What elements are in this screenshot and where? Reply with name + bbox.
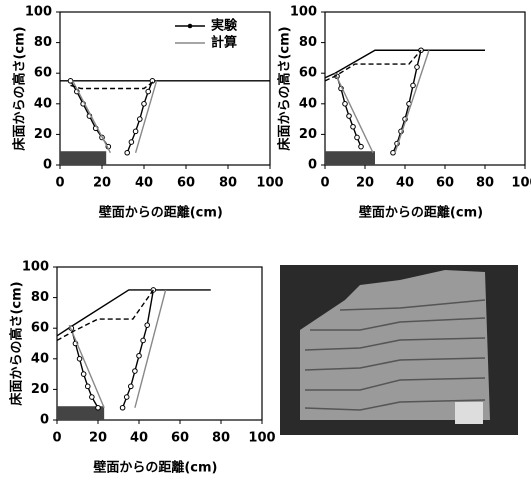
legend-marker <box>187 23 193 29</box>
data-point <box>95 404 101 411</box>
x-tick-label: 60 <box>177 176 195 191</box>
data-point <box>80 371 87 377</box>
data-point <box>145 88 151 95</box>
plot-frame <box>59 11 271 166</box>
y-axis-label: 床面からの高さ(cm) <box>9 281 25 405</box>
x-axis-label: 壁面からの距離(cm) <box>93 460 217 476</box>
data-point <box>346 113 352 119</box>
base-block <box>57 406 105 420</box>
y-tick-label: 80 <box>31 290 49 305</box>
y-tick-label: 0 <box>40 413 49 428</box>
data-point <box>124 149 130 156</box>
y-axis-label: 床面からの高さ(cm) <box>277 26 293 150</box>
x-tick-label: 80 <box>219 176 237 191</box>
x-tick-label: 20 <box>89 431 107 446</box>
series-line <box>56 289 211 337</box>
data-point <box>358 143 364 150</box>
y-tick-label: 60 <box>31 321 49 336</box>
plot-frame <box>324 11 526 166</box>
x-tick-label: 100 <box>248 431 275 446</box>
data-point <box>390 149 396 156</box>
y-tick-label: 40 <box>299 96 317 111</box>
data-point <box>342 101 348 107</box>
legend-label: 実験 <box>211 18 238 34</box>
series-line <box>70 80 155 90</box>
plot-frame <box>56 266 263 421</box>
y-tick-label: 100 <box>22 260 49 275</box>
x-tick-label: 100 <box>511 176 531 191</box>
data-point <box>410 82 416 89</box>
data-point <box>137 116 143 122</box>
x-axis-label: 壁面からの距離(cm) <box>359 205 483 221</box>
y-tick-label: 100 <box>290 5 317 20</box>
data-point <box>132 128 139 135</box>
y-tick-label: 100 <box>25 5 52 20</box>
data-point <box>144 322 150 328</box>
y-tick-label: 20 <box>299 127 317 142</box>
y-tick-label: 60 <box>34 66 52 81</box>
series-line <box>324 49 422 82</box>
y-tick-label: 20 <box>31 382 49 397</box>
data-point <box>141 101 147 107</box>
y-tick-label: 80 <box>299 35 317 50</box>
data-point <box>128 139 135 145</box>
x-tick-label: 100 <box>256 176 283 191</box>
legend-label: 計算 <box>211 35 237 51</box>
x-tick-label: 80 <box>476 176 494 191</box>
data-point <box>123 394 130 400</box>
series-line <box>70 289 155 409</box>
x-tick-label: 80 <box>212 431 230 446</box>
data-point <box>140 337 146 344</box>
x-tick-label: 0 <box>52 431 61 446</box>
data-point <box>84 383 91 390</box>
x-tick-label: 0 <box>55 176 64 191</box>
series-line <box>56 289 154 342</box>
y-tick-label: 20 <box>34 127 52 142</box>
data-point <box>132 368 138 374</box>
x-tick-label: 60 <box>171 431 189 446</box>
data-point <box>136 352 142 359</box>
x-tick-label: 40 <box>130 431 148 446</box>
y-tick-label: 60 <box>299 66 317 81</box>
series-line <box>334 50 430 154</box>
series-line <box>68 289 167 409</box>
series-line <box>324 49 485 79</box>
data-point <box>67 78 74 84</box>
y-tick-label: 40 <box>31 351 49 366</box>
x-tick-label: 20 <box>93 176 111 191</box>
data-point <box>354 134 360 141</box>
x-tick-label: 20 <box>356 176 374 191</box>
data-point <box>76 356 83 362</box>
y-tick-label: 80 <box>34 35 52 50</box>
data-point <box>119 404 126 411</box>
y-tick-label: 40 <box>34 96 52 111</box>
data-point <box>414 64 420 70</box>
base-block <box>60 151 107 165</box>
base-block <box>325 151 375 165</box>
x-axis-label: 壁面からの距離(cm) <box>99 205 223 221</box>
y-tick-label: 0 <box>308 158 317 173</box>
y-tick-label: 0 <box>43 158 52 173</box>
photo <box>280 265 518 435</box>
x-tick-label: 0 <box>320 176 329 191</box>
data-point <box>128 383 134 390</box>
data-point <box>350 123 356 130</box>
series-line <box>71 80 158 154</box>
x-tick-label: 40 <box>396 176 414 191</box>
data-point <box>89 394 95 400</box>
y-axis-label: 床面からの高さ(cm) <box>12 26 28 150</box>
x-tick-label: 40 <box>135 176 153 191</box>
x-tick-label: 60 <box>436 176 454 191</box>
